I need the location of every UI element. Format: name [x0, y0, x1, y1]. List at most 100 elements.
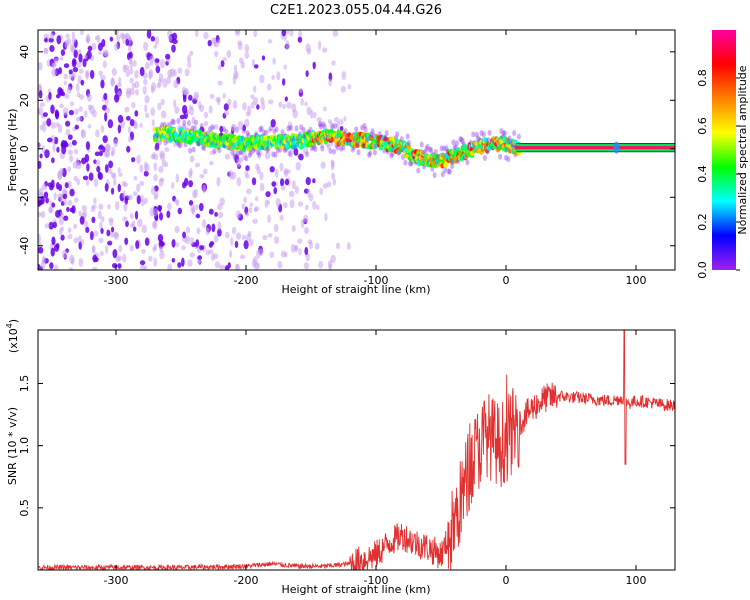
heatmap-cell [78, 115, 82, 122]
heatmap-cell [129, 68, 134, 75]
heatmap-cell [46, 118, 52, 127]
heatmap-cell [98, 237, 104, 244]
heatmap-cell [262, 135, 268, 141]
heatmap-cell [328, 148, 333, 155]
heatmap-cell [244, 118, 250, 128]
heatmap-cell [177, 141, 182, 148]
heatmap-cell [286, 102, 292, 109]
heatmap-cell [271, 74, 275, 80]
heatmap-cell [318, 120, 324, 127]
snr-multiplier-exp: 4 [5, 323, 14, 328]
heatmap-cell [298, 248, 302, 256]
heatmap-cell [153, 162, 158, 171]
heatmap-cell [150, 186, 156, 196]
heatmap-cell [155, 65, 161, 74]
heatmap-cell [64, 93, 70, 99]
heatmap-cell [280, 250, 287, 258]
heatmap-cell [80, 30, 84, 36]
heatmap-cell [186, 54, 191, 63]
heatmap-cell [199, 122, 204, 129]
heatmap-cell [434, 153, 440, 160]
heatmap-cell [224, 153, 230, 160]
heatmap-cell [233, 136, 238, 142]
heatmap-cell [69, 101, 75, 107]
heatmap-cell [72, 67, 79, 73]
heatmap-cell [86, 163, 90, 172]
heatmap-cell [232, 153, 237, 160]
heatmap-cell [111, 67, 117, 77]
heatmap-cell [369, 135, 374, 141]
colorbar-label: Normalized spectral amplitude [736, 65, 749, 234]
heatmap-cell [189, 50, 194, 56]
heatmap-cell [282, 78, 286, 86]
heatmap-cell [250, 94, 255, 100]
heatmap-cell [222, 56, 227, 62]
heatmap-cell [111, 172, 116, 179]
heatmap-cell [241, 234, 247, 240]
heatmap-cell [158, 205, 162, 213]
heatmap-cell [134, 80, 140, 89]
heatmap-cell [304, 101, 308, 107]
heatmap-cell [85, 35, 91, 44]
heatmap-cell [233, 153, 238, 160]
heatmap-cell [189, 237, 195, 245]
heatmap-cell [343, 128, 348, 135]
heatmap-cell [110, 150, 115, 157]
heatmap-cell [266, 83, 272, 91]
heatmap-cell [502, 130, 507, 137]
heatmap-cell [67, 166, 72, 173]
heatmap-cell [294, 185, 299, 194]
heatmap-cell [312, 143, 317, 150]
heatmap-cell [78, 68, 84, 74]
heatmap-cell [77, 235, 82, 243]
heatmap-cell [254, 196, 259, 202]
heatmap-cell [144, 61, 150, 70]
heatmap-cell [42, 112, 48, 117]
heatmap-cell [134, 110, 139, 117]
heatmap-cell [275, 147, 280, 154]
snr-frame [37, 329, 676, 571]
heatmap-cell [218, 211, 224, 219]
heatmap-cell [197, 255, 203, 260]
heatmap-cell [87, 104, 93, 111]
heatmap-cell [289, 30, 294, 37]
heatmap-cell [67, 180, 72, 189]
heatmap-cell [47, 137, 53, 143]
heatmap-cell [268, 125, 273, 132]
heatmap-cell [450, 163, 455, 170]
heatmap-cell [298, 30, 303, 39]
heatmap-cell [40, 210, 46, 219]
heatmap-cell [93, 178, 99, 188]
heatmap-cell [60, 226, 64, 232]
heatmap-cell [91, 110, 97, 118]
heatmap-cell [181, 104, 188, 115]
snr-y-label: SNR (10 * v/v) [6, 407, 19, 485]
spectrogram-x-label: Height of straight line (km) [281, 283, 430, 296]
heatmap-cell [160, 98, 165, 106]
colorbar-tick-label: 0.8 [696, 69, 709, 87]
heatmap-cell [50, 104, 55, 114]
heatmap-cell [143, 78, 148, 86]
heatmap-cell [43, 191, 49, 199]
heatmap-cell [147, 255, 153, 262]
heatmap-cell [143, 41, 149, 52]
heatmap-cell [271, 181, 277, 187]
heatmap-cell [104, 143, 111, 152]
heatmap-cell [199, 245, 205, 251]
heatmap-cell [96, 34, 101, 43]
heatmap-cell [55, 121, 60, 128]
heatmap-cell [68, 267, 74, 270]
heatmap-cell [177, 67, 183, 74]
heatmap-cell [306, 47, 312, 55]
heatmap-cell [86, 93, 92, 103]
heatmap-cell [235, 210, 241, 219]
heatmap-cell [104, 183, 109, 192]
heatmap-cell [389, 152, 394, 159]
heatmap-cell [427, 146, 432, 153]
heatmap-cell [308, 193, 314, 202]
heatmap-cell [49, 32, 55, 40]
heatmap-cell [458, 136, 463, 143]
heatmap-cell [216, 97, 221, 106]
heatmap-cell [52, 143, 56, 153]
snr-x-tick-label: -200 [234, 574, 259, 587]
